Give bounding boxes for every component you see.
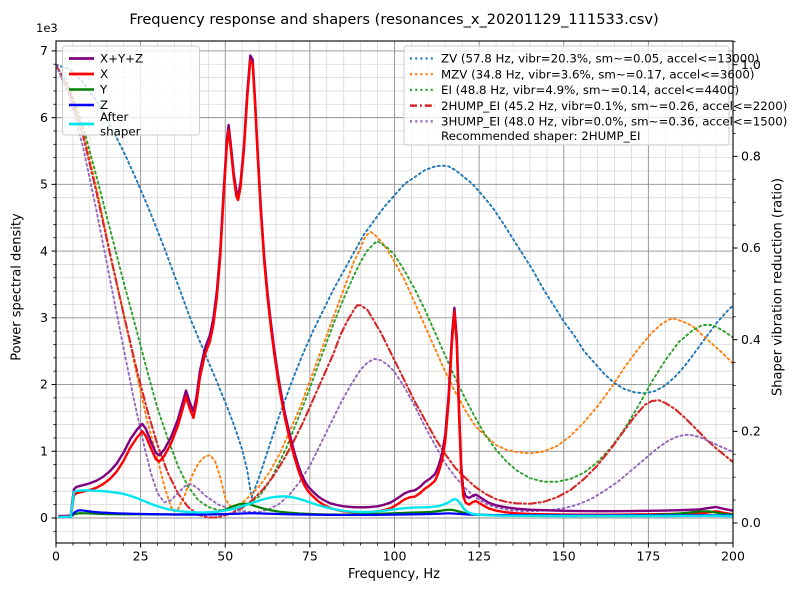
y-left-tick-label: 1 <box>40 443 48 458</box>
y-left-tick-label: 3 <box>40 310 48 325</box>
y-left-tick-label: 0 <box>40 510 48 525</box>
series-EI-line <box>56 63 733 512</box>
y-right-tick-label: 0.0 <box>741 515 761 530</box>
legend-label: ZV (57.8 Hz, vibr=20.3%, sm~=0.05, accel… <box>441 52 759 66</box>
legend-label: Z <box>100 98 108 112</box>
x-axis-label: Frequency, Hz <box>347 567 441 582</box>
legend-label: 2HUMP_EI (45.2 Hz, vibr=0.1%, sm~=0.26, … <box>441 99 787 113</box>
y-right-tick-label: 0.2 <box>741 424 761 439</box>
legend-item: X <box>69 67 108 81</box>
y-left-tick-label: 4 <box>40 243 48 258</box>
series-lines <box>56 54 733 519</box>
series-X-line <box>58 59 733 518</box>
legend-label: X <box>100 67 108 81</box>
legend-item: ZV (57.8 Hz, vibr=20.3%, sm~=0.05, accel… <box>410 52 759 66</box>
tick-labels: 0 25 50 75 100 125 150 175 200 0 1 2 3 4 5 6 7 0.0 0.2 0.4 0… <box>40 43 761 563</box>
legend-item: Z <box>69 98 108 112</box>
legend-label: shaper <box>100 124 141 138</box>
x-tick-label: 50 <box>217 549 233 564</box>
x-tick-label: 200 <box>721 549 745 564</box>
legend-psd-frame <box>62 45 200 136</box>
y-right-tick-label: 0.8 <box>741 149 761 164</box>
legend-item: 2HUMP_EI (45.2 Hz, vibr=0.1%, sm~=0.26, … <box>410 99 787 113</box>
series-3HUMP-EI-line <box>56 63 733 513</box>
legend-label: Y <box>99 83 108 97</box>
series-MZV-line <box>56 63 733 513</box>
x-tick-label: 75 <box>302 549 318 564</box>
series-2HUMP-EI-line <box>56 63 733 519</box>
x-tick-label: 0 <box>52 549 60 564</box>
y-axis-label-right: Shaper vibration reduction (ratio) <box>770 178 786 396</box>
series-X-Y-Z-line <box>58 54 733 518</box>
y-left-tick-label: 7 <box>40 43 48 58</box>
legend-label: X+Y+Z <box>100 52 143 66</box>
x-tick-label: 175 <box>636 549 660 564</box>
series-ZV-line <box>56 63 733 499</box>
x-tick-label: 25 <box>133 549 149 564</box>
y-right-tick-label: 1.0 <box>741 57 761 72</box>
y-axis-label-left: Power spectral density <box>9 213 25 361</box>
legend-item: Y <box>69 83 108 97</box>
legend-item: EI (48.8 Hz, vibr=4.9%, sm~=0.14, accel<… <box>410 83 739 97</box>
legend-label: 3HUMP_EI (48.0 Hz, vibr=0.0%, sm~=0.36, … <box>441 115 787 129</box>
x-tick-label: 150 <box>552 549 576 564</box>
legend-label: After <box>100 110 128 124</box>
y-left-tick-label: 2 <box>40 377 48 392</box>
y-axis-offset-text: 1e3 <box>36 21 58 35</box>
y-left-tick-label: 6 <box>40 110 48 125</box>
legend-label: MZV (34.8 Hz, vibr=3.6%, sm~=0.17, accel… <box>441 67 755 81</box>
legend-item: 3HUMP_EI (48.0 Hz, vibr=0.0%, sm~=0.36, … <box>410 115 787 129</box>
legend-shapers-frame <box>403 45 730 146</box>
x-tick-label: 125 <box>467 549 491 564</box>
legend-item: X+Y+Z <box>69 52 143 66</box>
series-After-shaper-line <box>58 489 733 519</box>
legend-item: MZV (34.8 Hz, vibr=3.6%, sm~=0.17, accel… <box>410 67 755 81</box>
legend-label: Recommended shaper: 2HUMP_EI <box>441 129 640 143</box>
y-right-tick-label: 0.6 <box>741 240 761 255</box>
y-right-tick-label: 0.4 <box>741 332 761 347</box>
legend-shapers: ZV (57.8 Hz, vibr=20.3%, sm~=0.05, accel… <box>403 45 787 146</box>
x-tick-label: 100 <box>383 549 407 564</box>
y-left-tick-label: 5 <box>40 177 48 192</box>
chart-title: Frequency response and shapers (resonanc… <box>129 11 659 28</box>
axes <box>51 40 738 548</box>
legend-label: EI (48.8 Hz, vibr=4.9%, sm~=0.14, accel<… <box>441 83 739 97</box>
legend-item: Recommended shaper: 2HUMP_EI <box>441 129 640 143</box>
